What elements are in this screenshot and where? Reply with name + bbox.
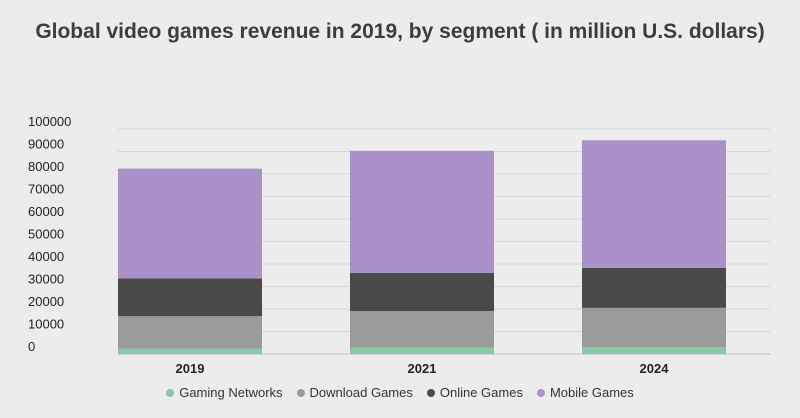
bar-segment [350, 272, 494, 312]
bar-segment [582, 307, 726, 348]
x-tick-label: 2019 [176, 361, 205, 376]
chart-title: Global video games revenue in 2019, by s… [35, 20, 765, 43]
legend-item: Download Games [296, 385, 413, 400]
legend-label: Gaming Networks [179, 385, 283, 400]
legend-dot-icon [166, 388, 175, 397]
y-tick-label: 60000 [28, 204, 64, 219]
y-tick-label: 70000 [28, 182, 64, 197]
y-tick-label: 100000 [28, 114, 71, 129]
legend-dot-icon [296, 388, 305, 397]
y-tick-label: 0 [28, 339, 35, 354]
y-tick-label: 80000 [28, 159, 64, 174]
bars [118, 140, 726, 354]
legend-item: Online Games [426, 385, 523, 400]
legend-item: Gaming Networks [166, 385, 283, 400]
bar-segment [118, 348, 262, 354]
y-tick-label: 50000 [28, 227, 64, 242]
bar-segment [582, 140, 726, 268]
bar-segment [350, 347, 494, 354]
legend-label: Download Games [309, 385, 413, 400]
bar-segment [118, 316, 262, 349]
bar-segment [118, 168, 262, 279]
bar-segment [350, 150, 494, 273]
legend-dot-icon [426, 388, 435, 397]
bar-segment [118, 278, 262, 317]
y-tick-label: 90000 [28, 137, 64, 152]
legend-dot-icon [536, 388, 545, 397]
legend-item: Mobile Games [536, 385, 634, 400]
bar-segment [350, 311, 494, 348]
bar-segment [582, 267, 726, 308]
legend: Gaming Networks Download Games Online Game… [0, 385, 800, 400]
x-tick-label: 2024 [640, 361, 670, 376]
y-tick-label: 40000 [28, 249, 64, 264]
x-axis-ticks: 2019 2021 2024 [176, 361, 670, 376]
y-axis-ticks: 0 10000 20000 30000 40000 50000 60000 70000 8000… [28, 114, 71, 354]
y-tick-label: 20000 [28, 294, 64, 309]
legend-label: Online Games [439, 385, 523, 400]
y-tick-label: 10000 [28, 317, 64, 332]
y-tick-label: 30000 [28, 272, 64, 287]
legend-label: Mobile Games [549, 385, 634, 400]
bar-segment [582, 347, 726, 354]
x-tick-label: 2021 [408, 361, 437, 376]
